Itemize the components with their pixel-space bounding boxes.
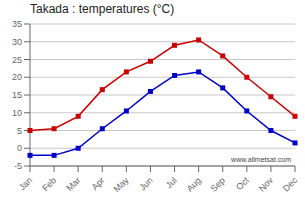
svg-text:15: 15: [12, 90, 22, 100]
svg-text:Dec: Dec: [281, 175, 297, 194]
svg-text:Apr: Apr: [90, 175, 107, 192]
svg-text:10: 10: [12, 108, 22, 118]
html-text:Takada : temperatures (°C): Takada : temperatures (°C): [30, 2, 175, 16]
svg-text:Mar: Mar: [64, 175, 82, 193]
svg-text:35: 35: [12, 19, 22, 29]
svg-text:5: 5: [17, 126, 22, 136]
svg-text:Oct: Oct: [234, 175, 251, 192]
svg-text:25: 25: [12, 55, 22, 65]
svg-text:20: 20: [12, 72, 22, 82]
svg-text:Jan: Jan: [17, 175, 34, 192]
svg-text:Feb: Feb: [40, 175, 58, 193]
svg-text:Nov: Nov: [257, 175, 276, 194]
svg-text:Sep: Sep: [209, 175, 227, 193]
html-text:www.allmetsat.com: www.allmetsat.com: [231, 156, 291, 163]
svg-text:Jul: Jul: [164, 175, 179, 190]
svg-text:0: 0: [17, 143, 22, 153]
svg-text:May: May: [112, 175, 131, 194]
svg-text:30: 30: [12, 37, 22, 47]
svg-text:-5: -5: [14, 161, 22, 171]
svg-text:Jun: Jun: [137, 175, 154, 192]
svg-text:Aug: Aug: [184, 175, 202, 193]
